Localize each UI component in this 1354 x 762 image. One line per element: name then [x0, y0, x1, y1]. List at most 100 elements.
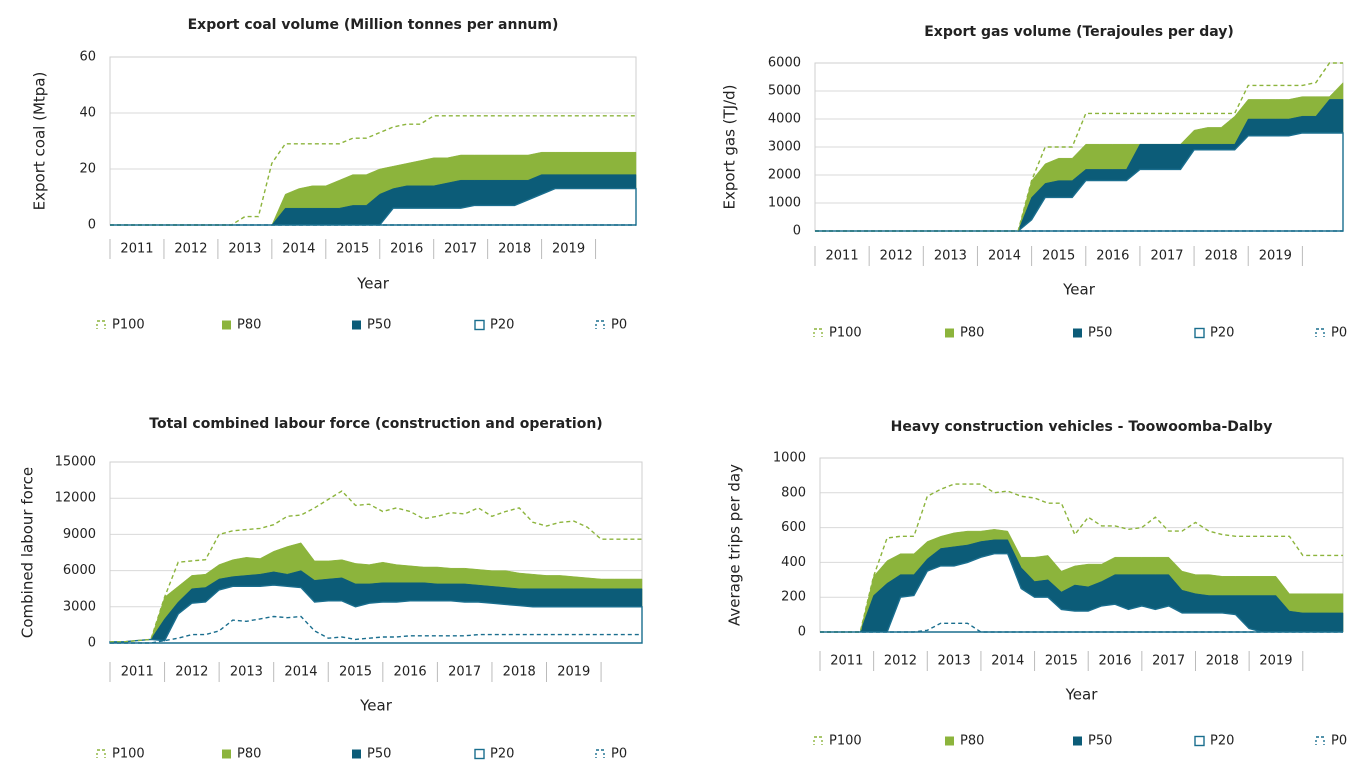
legend-icon	[945, 328, 954, 338]
x-tick-label: 2017	[448, 665, 481, 680]
y-tick-label: 600	[781, 520, 806, 535]
legend-icon	[1073, 736, 1082, 746]
legend-icon	[813, 328, 823, 337]
series-area	[109, 584, 643, 644]
x-tick-label: 2017	[1150, 249, 1183, 264]
chart-title: Export gas volume (Terajoules per day)	[924, 24, 1234, 40]
legend-icon	[1073, 328, 1082, 338]
x-tick-label: 2016	[1096, 249, 1129, 264]
x-tick-label: 2019	[552, 242, 585, 257]
legend-label: P20	[490, 747, 514, 762]
y-tick-label: 40	[79, 106, 96, 121]
y-tick-label: 9000	[63, 527, 96, 542]
y-tick-label: 0	[88, 636, 96, 651]
y-tick-label: 12000	[55, 491, 96, 506]
legend-icon	[474, 748, 485, 760]
x-tick-label: 2015	[336, 242, 369, 257]
legend-icon	[352, 749, 361, 759]
chart-title: Export coal volume (Million tonnes per a…	[188, 17, 559, 33]
y-tick-label: 3000	[768, 140, 801, 155]
chart-title: Total combined labour force (constructio…	[149, 416, 602, 432]
x-tick-label: 2013	[228, 242, 261, 257]
x-tick-label: 2012	[880, 249, 913, 264]
x-tick-label: 2011	[121, 665, 154, 680]
x-axis-label: Year	[1062, 281, 1096, 299]
x-tick-label: 2018	[498, 242, 531, 257]
legend-icon	[474, 319, 485, 331]
x-axis-label: Year	[356, 275, 390, 293]
legend-label: P50	[1088, 326, 1112, 341]
y-axis-label: Average trips per day	[726, 464, 744, 626]
legend-label: P100	[829, 734, 862, 749]
x-tick-label: 2012	[174, 242, 207, 257]
legend-label: P0	[611, 318, 627, 333]
x-tick-label: 2018	[503, 665, 536, 680]
x-tick-label: 2018	[1206, 654, 1239, 669]
legend-icon	[1315, 328, 1325, 337]
legend-label: P50	[1088, 734, 1112, 749]
x-tick-label: 2019	[1259, 654, 1292, 669]
legend-icon	[1194, 327, 1205, 339]
y-axis-label: Combined labour force	[19, 467, 37, 638]
y-tick-label: 15000	[55, 455, 96, 470]
x-tick-label: 2017	[444, 242, 477, 257]
y-tick-label: 1000	[773, 451, 806, 466]
series-line	[110, 490, 642, 643]
legend-label: P0	[1331, 734, 1347, 749]
x-tick-label: 2019	[557, 665, 590, 680]
x-tick-label: 2017	[1152, 654, 1185, 669]
y-axis-label: Export coal (Mtpa)	[31, 72, 49, 211]
x-tick-label: 2015	[1045, 654, 1078, 669]
legend-icon	[1194, 735, 1205, 747]
legend-label: P100	[829, 326, 862, 341]
legend-icon	[813, 736, 823, 745]
x-tick-label: 2013	[230, 665, 263, 680]
legend-label: P80	[960, 734, 984, 749]
x-tick-label: 2015	[339, 665, 372, 680]
y-tick-label: 3000	[63, 599, 96, 614]
chart-title: Heavy construction vehicles - Toowoomba-…	[891, 419, 1273, 435]
legend-label: P20	[1210, 734, 1234, 749]
legend-label: P100	[112, 747, 145, 762]
legend-label: P80	[237, 747, 261, 762]
x-tick-label: 2016	[394, 665, 427, 680]
y-tick-label: 6000	[768, 56, 801, 71]
y-tick-label: 0	[798, 625, 806, 640]
legend-icon	[945, 736, 954, 746]
y-tick-label: 0	[793, 224, 801, 239]
y-axis-label: Export gas (TJ/d)	[721, 84, 739, 209]
legend-icon	[222, 320, 231, 330]
x-tick-label: 2016	[1098, 654, 1131, 669]
x-axis-label: Year	[1065, 686, 1099, 704]
legend-label: P50	[367, 747, 391, 762]
legend-label: P50	[367, 318, 391, 333]
series-line	[820, 483, 1343, 633]
legend-icon	[595, 320, 605, 329]
legend-label: P20	[490, 318, 514, 333]
legend-icon	[222, 749, 231, 759]
series-line	[820, 622, 1343, 633]
y-tick-label: 800	[781, 485, 806, 500]
x-tick-label: 2014	[282, 242, 315, 257]
x-tick-label: 2014	[991, 654, 1024, 669]
x-tick-label: 2016	[390, 242, 423, 257]
legend-icon	[1315, 736, 1325, 745]
x-tick-label: 2011	[826, 249, 859, 264]
y-tick-label: 5000	[768, 84, 801, 99]
x-tick-label: 2015	[1042, 249, 1075, 264]
legend-icon	[595, 749, 605, 758]
y-tick-label: 6000	[63, 563, 96, 578]
x-tick-label: 2011	[830, 654, 863, 669]
x-axis-label: Year	[359, 697, 393, 715]
y-tick-label: 4000	[768, 112, 801, 127]
y-tick-label: 200	[781, 590, 806, 605]
x-tick-label: 2012	[884, 654, 917, 669]
legend-label: P0	[1331, 326, 1347, 341]
legend-label: P80	[237, 318, 261, 333]
chart-panel: Export gas volume (Terajoules per day) 0 1…	[721, 24, 1348, 341]
x-tick-label: 2014	[284, 665, 317, 680]
y-tick-label: 400	[781, 555, 806, 570]
x-tick-label: 2018	[1205, 249, 1238, 264]
legend-label: P100	[112, 318, 145, 333]
y-tick-label: 0	[88, 218, 96, 233]
